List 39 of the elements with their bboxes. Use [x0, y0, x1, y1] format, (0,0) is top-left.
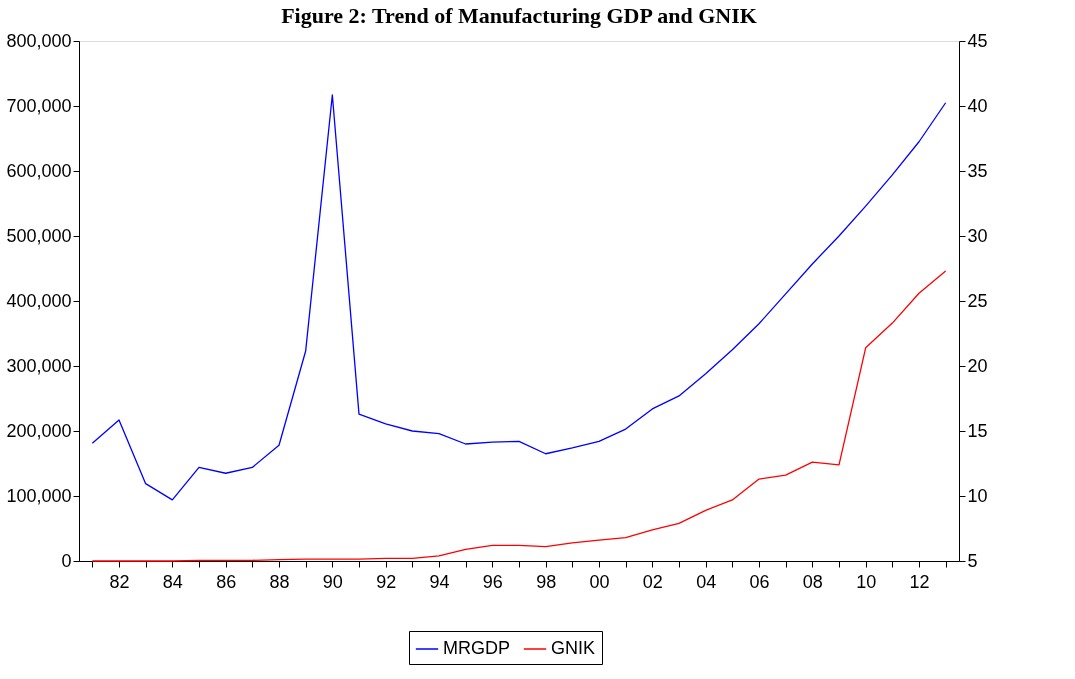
y-tick-label: 800,000 [6, 30, 72, 51]
x-tick-label: 98 [536, 571, 557, 592]
x-tick-label: 04 [696, 571, 717, 592]
line-series [91, 270, 947, 562]
y2-tick-label: 45 [967, 30, 988, 51]
y2-tick-label: 15 [967, 420, 988, 441]
x-tick-label: 86 [216, 571, 237, 592]
x-tick-label: 06 [749, 571, 770, 592]
x-tick-label: 02 [642, 571, 663, 592]
y2-tick-label: 5 [967, 550, 978, 571]
legend-label: MRGDP [443, 638, 510, 658]
y2-tick-label: 20 [967, 355, 988, 376]
y2-tick-label: 25 [967, 290, 988, 311]
legend-label: GNIK [551, 638, 596, 658]
x-tick-label: 10 [856, 571, 877, 592]
x-tick-label: 90 [322, 571, 343, 592]
y-tick-label: 500,000 [6, 225, 72, 246]
x-tick-label: 84 [162, 571, 183, 592]
x-tick-label: 88 [269, 571, 290, 592]
chart-title: Figure 2: Trend of Manufacturing GDP and GNIK [281, 3, 757, 28]
x-tick-label: 12 [909, 571, 930, 592]
y2-tick-label: 40 [967, 95, 988, 116]
y-tick-label: 100,000 [6, 485, 72, 506]
x-tick-label: 08 [802, 571, 823, 592]
x-tick-label: 94 [429, 571, 450, 592]
y-tick-label: 600,000 [6, 160, 72, 181]
y2-tick-label: 35 [967, 160, 988, 181]
x-tick-label: 00 [589, 571, 610, 592]
x-tick-label: 82 [109, 571, 130, 592]
y-tick-label: 200,000 [6, 420, 72, 441]
y2-tick-label: 30 [967, 225, 988, 246]
x-tick-label: 92 [376, 571, 397, 592]
y-tick-label: 400,000 [6, 290, 72, 311]
line-series [91, 94, 947, 501]
y-tick-label: 300,000 [6, 355, 72, 376]
x-tick-label: 96 [482, 571, 503, 592]
y-tick-label: 700,000 [6, 95, 72, 116]
y-tick-label: 0 [61, 550, 72, 571]
y2-tick-label: 10 [967, 485, 988, 506]
